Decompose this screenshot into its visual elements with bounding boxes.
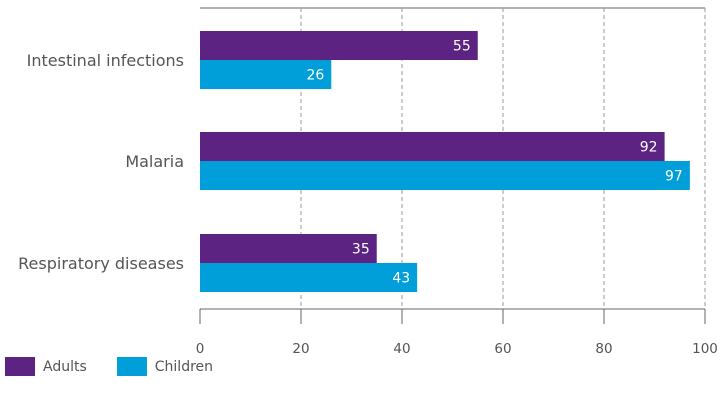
legend-item-children: Children bbox=[116, 357, 214, 376]
legend-label-children: Children bbox=[154, 358, 214, 375]
legend-item-adults: Adults bbox=[5, 357, 87, 376]
value-label-adults-1: 92 bbox=[640, 140, 658, 156]
x-tick-label-40: 40 bbox=[393, 341, 410, 357]
bar-children-1 bbox=[200, 161, 690, 190]
bar-children-0 bbox=[200, 60, 332, 89]
category-label-2: Respiratory diseases bbox=[18, 254, 184, 273]
value-label-children-1: 97 bbox=[665, 169, 683, 185]
bar-adults-0 bbox=[200, 31, 478, 60]
x-tick-label-100: 100 bbox=[692, 341, 718, 357]
bar-adults-2 bbox=[200, 234, 377, 263]
x-tick-label-60: 60 bbox=[494, 341, 511, 357]
x-axis: 0 20 40 60 80 100 bbox=[196, 308, 718, 357]
legend-label-adults: Adults bbox=[43, 358, 87, 375]
legend: Adults Children bbox=[5, 357, 243, 376]
category-labels: Intestinal infections Malaria Respiratory … bbox=[18, 51, 184, 273]
value-label-children-0: 26 bbox=[306, 68, 324, 84]
x-tick-label-0: 0 bbox=[196, 341, 205, 357]
value-label-children-2: 43 bbox=[392, 271, 410, 287]
category-label-0: Intestinal infections bbox=[27, 51, 184, 70]
legend-swatch-children bbox=[116, 357, 147, 376]
value-label-adults-2: 35 bbox=[352, 242, 370, 258]
value-label-adults-0: 55 bbox=[453, 39, 471, 55]
legend-swatch-adults bbox=[5, 357, 35, 376]
bar-children-2 bbox=[200, 263, 418, 292]
x-tick-label-80: 80 bbox=[595, 341, 612, 357]
bars: 55 26 92 97 35 43 bbox=[200, 31, 690, 292]
x-tick-label-20: 20 bbox=[292, 341, 309, 357]
bar-adults-1 bbox=[200, 132, 665, 161]
category-label-1: Malaria bbox=[125, 152, 184, 171]
